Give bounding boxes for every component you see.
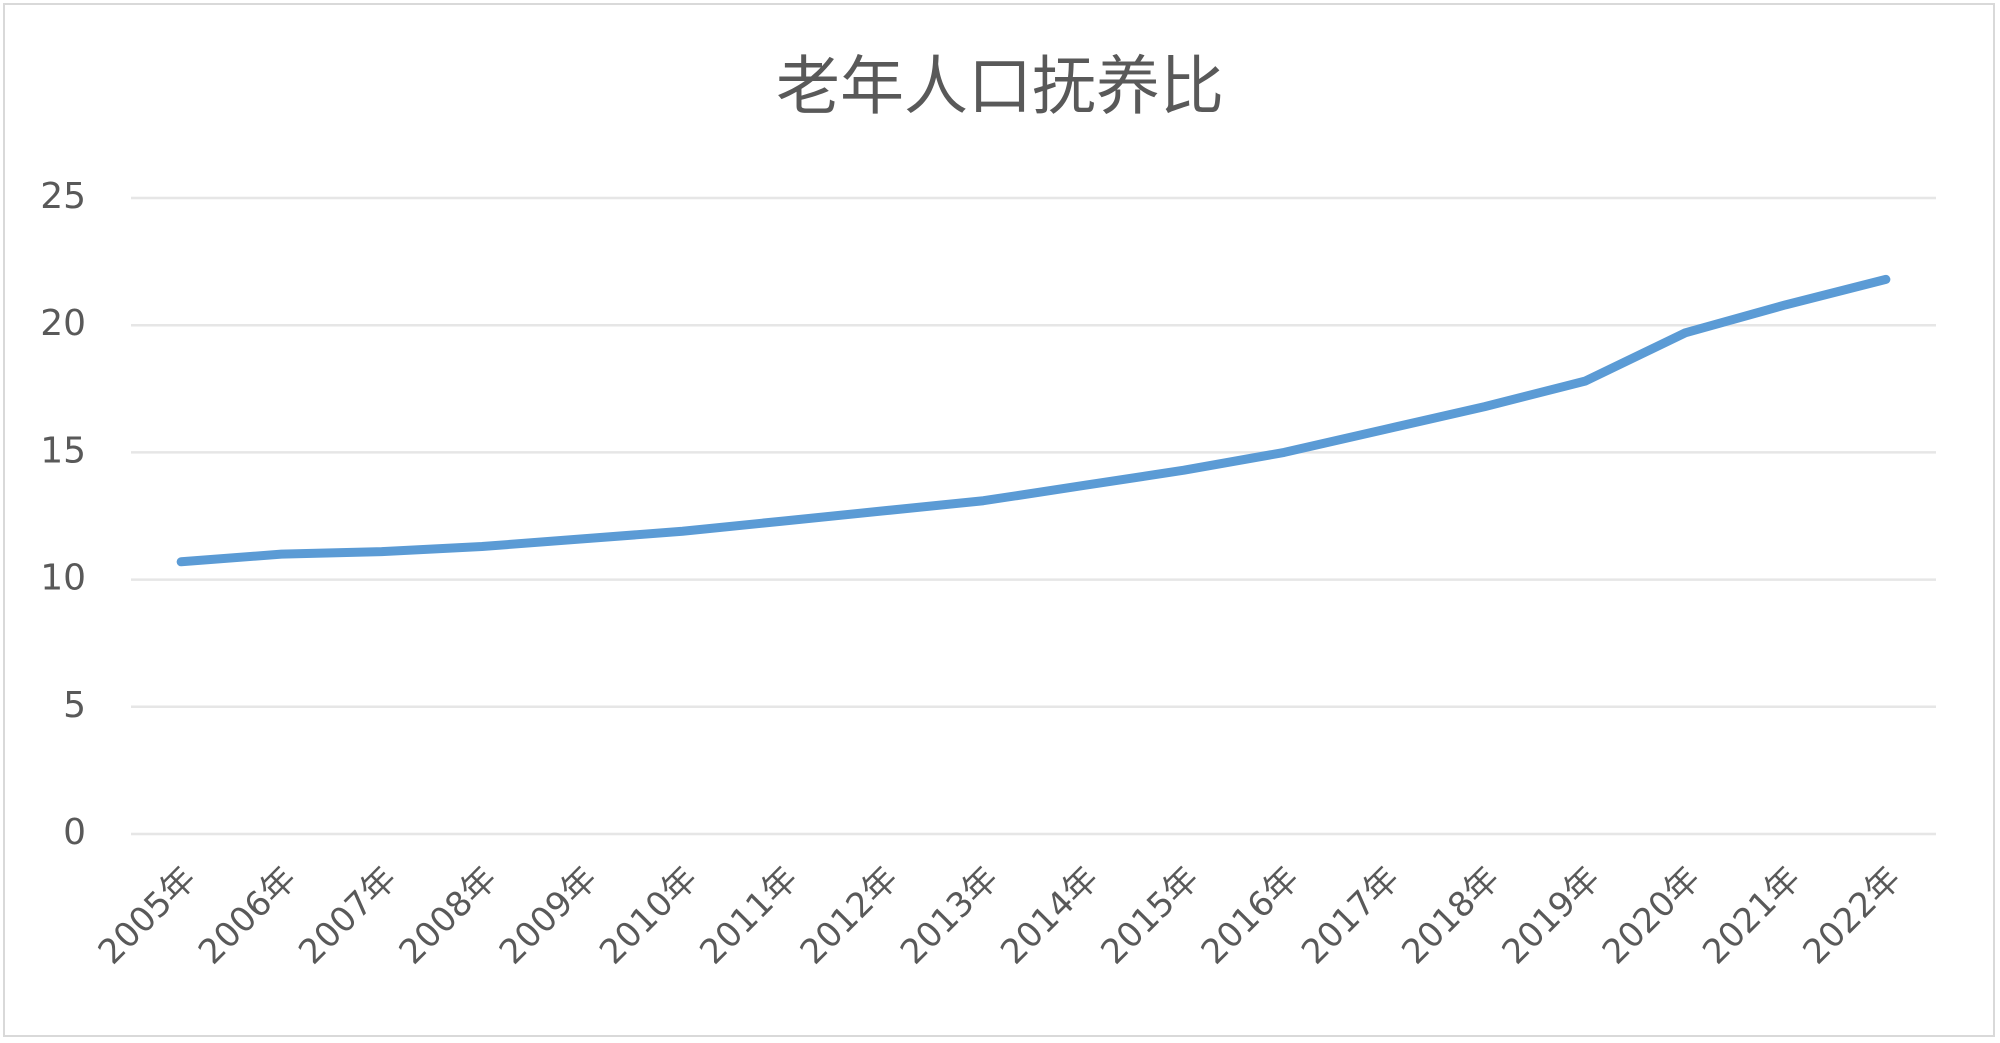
y-tick-label: 10 — [40, 558, 86, 599]
y-tick-label: 0 — [63, 812, 86, 853]
y-tick-label: 25 — [40, 176, 86, 217]
y-tick-label: 5 — [63, 685, 86, 726]
chart-border — [3, 3, 1995, 1037]
y-tick-label: 15 — [40, 430, 86, 471]
data-line — [176, 274, 1891, 567]
y-tick-label: 20 — [40, 303, 86, 344]
chart-title: 老年人口抚养比 — [776, 51, 1224, 125]
